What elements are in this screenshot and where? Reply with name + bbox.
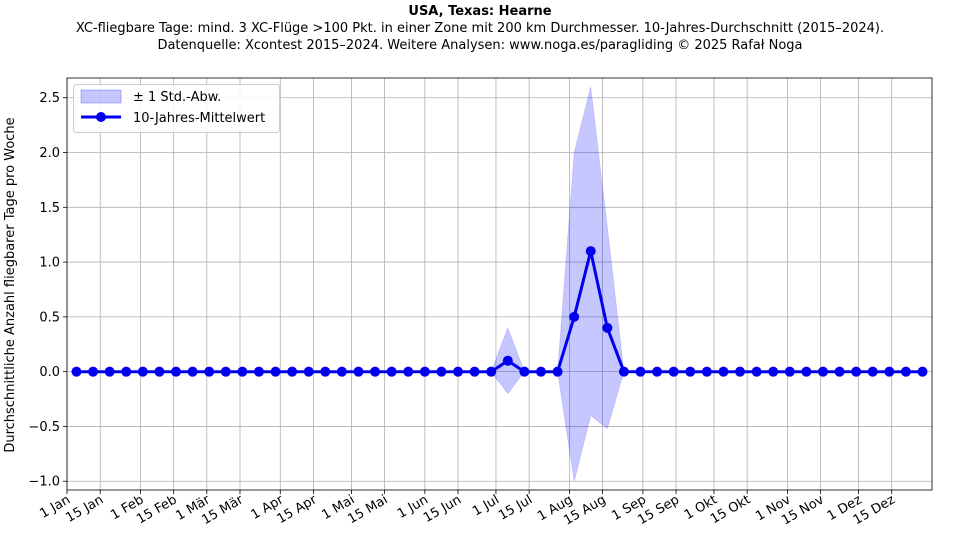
mean-point (668, 366, 679, 377)
y-tick-label: 1.5 (39, 201, 60, 216)
mean-point (121, 366, 132, 377)
mean-point (204, 366, 215, 377)
mean-point (154, 366, 165, 377)
legend-frame (73, 84, 280, 133)
mean-point (784, 366, 795, 377)
mean-point (635, 366, 646, 377)
mean-point (486, 366, 497, 377)
y-tick-label: 0.5 (39, 310, 60, 325)
chart-title: USA, Texas: Hearne (408, 4, 552, 19)
mean-point (735, 366, 746, 377)
mean-point (270, 366, 281, 377)
mean-point (884, 366, 895, 377)
x-tick-label: 1 Jul (470, 492, 502, 519)
chart-subtitle-line1: XC-fliegbare Tage: mind. 3 XC-Flüge >100… (75, 21, 885, 36)
mean-point (552, 366, 563, 377)
legend: ± 1 Std.-Abw. 10-Jahres-Mittelwert (73, 84, 280, 133)
mean-point (71, 366, 82, 377)
legend-band-swatch (80, 89, 122, 104)
y-tick-label: −1.0 (28, 475, 60, 490)
mean-point (403, 366, 414, 377)
mean-point (237, 366, 248, 377)
std-band (76, 86, 923, 482)
mean-point (287, 366, 298, 377)
mean-point (469, 366, 480, 377)
mean-point (917, 366, 928, 377)
x-tick-label: 15 Jan (63, 492, 106, 525)
mean-line (76, 249, 923, 374)
mean-point (701, 366, 712, 377)
mean-point (519, 366, 530, 377)
mean-point (602, 322, 613, 333)
mean-point (585, 246, 596, 257)
legend-line-marker (96, 112, 106, 122)
grid-layer (66, 78, 932, 490)
legend-line-label: 10-Jahres-Mittelwert (133, 111, 265, 126)
mean-point (817, 366, 828, 377)
mean-point (336, 366, 347, 377)
mean-point (353, 366, 364, 377)
mean-point (88, 366, 99, 377)
mean-point (453, 366, 464, 377)
mean-point (386, 366, 397, 377)
mean-point (171, 366, 182, 377)
chart-subtitle-line2: Datenquelle: Xcontest 2015–2024. Weitere… (157, 38, 803, 53)
mean-point (801, 366, 812, 377)
mean-point (768, 366, 779, 377)
mean-point (834, 366, 845, 377)
y-tick-label: 2.5 (39, 91, 60, 106)
y-tick-label: −0.5 (28, 420, 60, 435)
mean-point (502, 355, 513, 366)
x-tick-label: 15 Jun (421, 492, 464, 525)
y-tick-label: 1.0 (39, 256, 60, 271)
mean-point (851, 366, 862, 377)
mean-point (253, 366, 264, 377)
mean-point (436, 366, 447, 377)
mean-point (220, 366, 231, 377)
legend-band-label: ± 1 Std.-Abw. (133, 90, 221, 105)
y-tick-label: 2.0 (39, 146, 60, 161)
std-band-layer (76, 86, 923, 482)
plot-frame (66, 77, 933, 491)
mean-point (685, 366, 696, 377)
mean-point (137, 366, 148, 377)
mean-point (652, 366, 663, 377)
mean-point (320, 366, 331, 377)
mean-point (535, 366, 546, 377)
mean-point (419, 366, 430, 377)
mean-point (718, 366, 729, 377)
mean-point (187, 366, 198, 377)
title-block: USA, Texas: Hearne XC-fliegbare Tage: mi… (0, 3, 960, 54)
mean-point (618, 366, 629, 377)
y-tick-label: 0.0 (39, 365, 60, 380)
mean-point (104, 366, 115, 377)
mean-line-layer (71, 246, 928, 377)
mean-point (751, 366, 762, 377)
x-tick-label: 15 Jul (496, 492, 535, 523)
mean-point (900, 366, 911, 377)
mean-point (569, 311, 580, 322)
mean-point (303, 366, 314, 377)
y-axis-label: Durchschnittliche Anzahl fliegbarer Tage… (3, 117, 18, 452)
mean-point (370, 366, 381, 377)
mean-point (867, 366, 878, 377)
